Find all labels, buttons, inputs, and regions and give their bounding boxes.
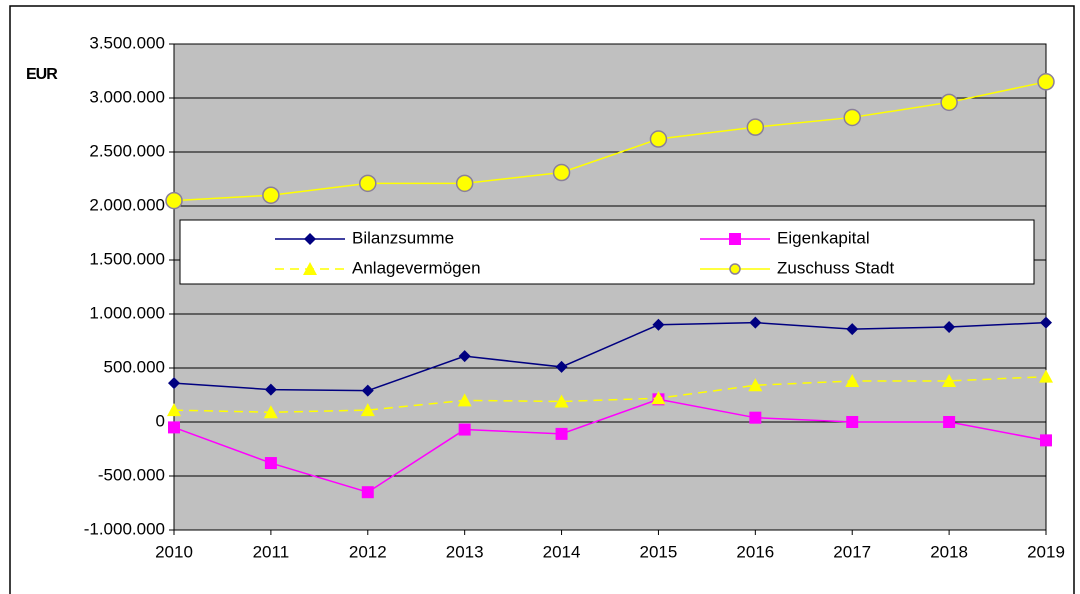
x-tick-label: 2014 bbox=[543, 542, 581, 561]
legend-marker bbox=[303, 262, 317, 275]
series-line bbox=[173, 398, 1047, 494]
y-tick-label: 1.500.000 bbox=[89, 249, 165, 268]
y-tick-label: -1.000.000 bbox=[84, 519, 165, 538]
data-point bbox=[746, 118, 765, 136]
data-point bbox=[168, 421, 180, 434]
chart-frame bbox=[9, 5, 1075, 594]
data-point bbox=[1040, 316, 1052, 329]
x-tick-label: 2012 bbox=[349, 542, 387, 561]
data-point bbox=[359, 174, 377, 193]
data-point bbox=[555, 360, 568, 373]
data-point bbox=[942, 373, 957, 387]
data-point bbox=[749, 411, 762, 424]
data-point bbox=[455, 174, 474, 193]
plot-area bbox=[173, 43, 1047, 531]
data-point bbox=[649, 130, 668, 148]
data-point bbox=[846, 323, 859, 336]
x-tick-label: 2018 bbox=[930, 542, 968, 561]
x-tick-label: 2010 bbox=[155, 542, 193, 561]
data-point bbox=[1037, 73, 1055, 91]
data-point bbox=[360, 403, 375, 417]
data-point bbox=[262, 186, 280, 204]
data-point bbox=[167, 403, 181, 417]
legend-label: Zuschuss Stadt bbox=[777, 258, 894, 277]
y-tick-label: 2.500.000 bbox=[89, 141, 165, 160]
x-tick-label: 2019 bbox=[1027, 542, 1065, 561]
legend-label: Anlagevermögen bbox=[352, 258, 481, 277]
legend-marker bbox=[729, 233, 741, 245]
data-point bbox=[554, 394, 569, 408]
data-point bbox=[1040, 434, 1052, 447]
x-tick-label: 2016 bbox=[736, 542, 774, 561]
data-point bbox=[748, 378, 763, 392]
data-point bbox=[168, 377, 180, 390]
y-tick-label: 3.000.000 bbox=[89, 87, 165, 106]
data-point bbox=[264, 383, 277, 396]
series-line bbox=[173, 375, 1047, 414]
data-point bbox=[846, 416, 859, 428]
data-point bbox=[943, 320, 956, 333]
data-point bbox=[845, 373, 860, 387]
data-point bbox=[555, 427, 568, 440]
data-point bbox=[458, 423, 471, 436]
x-tick-label: 2015 bbox=[640, 542, 678, 561]
data-point bbox=[263, 405, 278, 419]
legend-label: Bilanzsumme bbox=[352, 228, 454, 247]
data-point bbox=[940, 93, 958, 112]
y-tick-label: -500.000 bbox=[98, 465, 165, 484]
data-point bbox=[1039, 369, 1053, 383]
y-tick-label: 1.000.000 bbox=[89, 303, 165, 322]
legend-marker bbox=[729, 263, 741, 275]
data-point bbox=[552, 163, 571, 182]
data-point bbox=[843, 108, 861, 127]
series-line bbox=[173, 81, 1047, 202]
legend-marker bbox=[304, 233, 316, 245]
y-tick-label: 3.500.000 bbox=[89, 33, 165, 52]
y-tick-label: 2.000.000 bbox=[89, 195, 165, 214]
legend bbox=[179, 219, 1035, 285]
data-point bbox=[652, 318, 665, 331]
x-tick-label: 2013 bbox=[446, 542, 484, 561]
data-point bbox=[264, 457, 277, 470]
data-point bbox=[457, 393, 472, 407]
data-point bbox=[749, 316, 762, 329]
data-point bbox=[943, 416, 956, 428]
data-point bbox=[651, 391, 666, 405]
data-point bbox=[165, 191, 183, 210]
data-point bbox=[361, 486, 374, 499]
y-tick-label: 500.000 bbox=[104, 357, 165, 376]
y-axis-label: EUR bbox=[26, 66, 58, 83]
series-line bbox=[173, 321, 1047, 392]
data-point bbox=[458, 350, 471, 363]
data-point bbox=[361, 384, 374, 397]
legend-label: Eigenkapital bbox=[777, 228, 870, 247]
x-tick-label: 2011 bbox=[253, 542, 290, 561]
x-tick-label: 2017 bbox=[833, 542, 871, 561]
y-tick-label: 0 bbox=[156, 411, 165, 430]
